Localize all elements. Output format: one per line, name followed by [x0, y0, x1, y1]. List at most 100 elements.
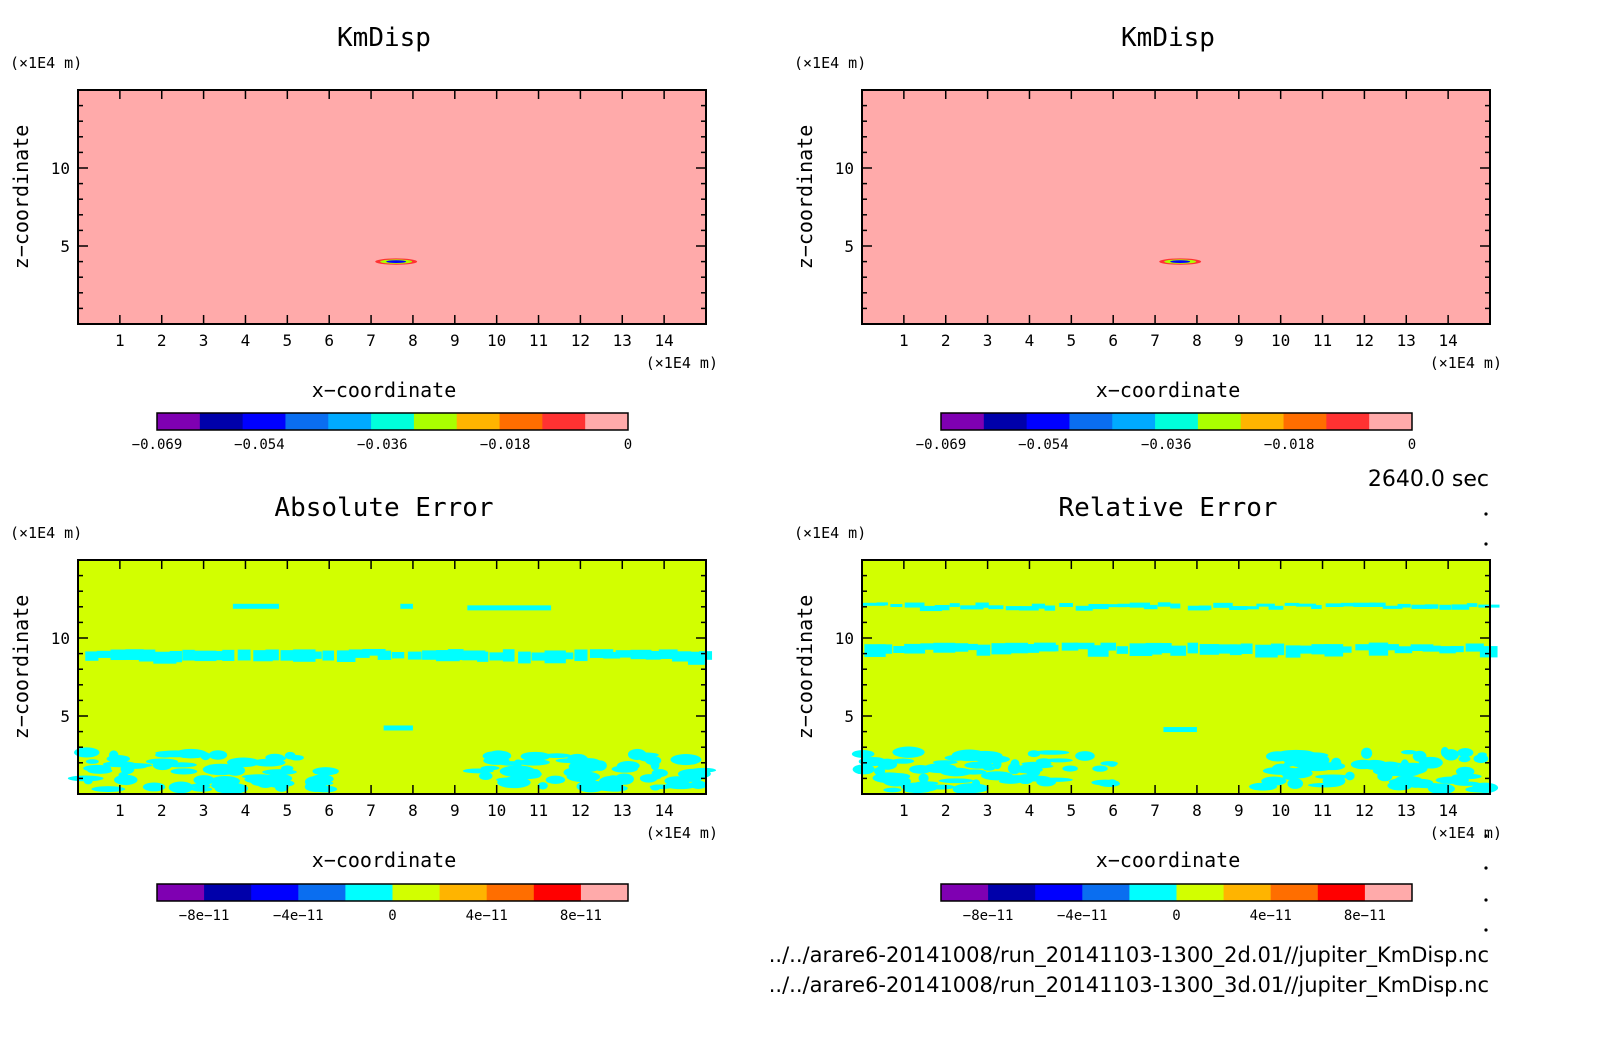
- error-streak: [933, 642, 956, 653]
- error-streak: [110, 649, 126, 661]
- y-unit-label: (×1E4 m): [794, 54, 866, 72]
- error-blob: [964, 761, 994, 769]
- colorbar-swatch: [298, 884, 346, 901]
- colorbar-tick-label: −8e−11: [179, 908, 230, 924]
- colorbar-swatch: [542, 413, 586, 430]
- error-streak: [1256, 603, 1275, 607]
- error-blob: [1315, 774, 1351, 780]
- colorbar: −8e−11 −4e−11 0 4e−11 8e−11: [940, 883, 1413, 924]
- x-tick-label: 14: [1439, 801, 1458, 820]
- error-streak: [615, 650, 636, 658]
- error-streak: [893, 646, 911, 653]
- error-streak: [1087, 645, 1109, 657]
- colorbar-tick-label: −8e−11: [963, 908, 1014, 924]
- x-tick-label: 13: [613, 331, 632, 350]
- x-tick-label: 1: [899, 331, 909, 350]
- error-blob: [226, 757, 260, 768]
- error-streak: [1298, 645, 1321, 654]
- colorbar-swatch: [242, 413, 286, 430]
- x-tick-label: 5: [1067, 331, 1077, 350]
- error-streak: [232, 603, 279, 609]
- error-blob: [537, 782, 548, 790]
- colorbar-tick-label: −0.069: [916, 437, 967, 453]
- x-tick-label: 8: [1192, 801, 1202, 820]
- y-unit-label: (×1E4 m): [10, 54, 82, 72]
- error-streak: [603, 651, 621, 659]
- error-streak: [194, 650, 217, 662]
- error-blob: [264, 776, 281, 783]
- error-blob: [651, 769, 668, 778]
- error-streak: [1117, 603, 1137, 608]
- error-blob: [691, 767, 717, 773]
- x-tick-label: 1: [115, 331, 125, 350]
- error-blob: [1389, 770, 1420, 777]
- error-streak: [407, 651, 422, 660]
- error-streak: [890, 604, 903, 608]
- y-tick-label: 5: [844, 707, 854, 726]
- error-streak: [467, 605, 552, 611]
- colorbar-swatch: [486, 884, 535, 901]
- x-tick-label: 6: [1108, 801, 1118, 820]
- colorbar: −8e−11 −4e−11 0 4e−11 8e−11: [156, 883, 629, 924]
- error-blob: [616, 761, 640, 771]
- x-tick-label: 9: [1234, 801, 1244, 820]
- error-blob: [883, 787, 902, 793]
- error-blob: [938, 778, 974, 784]
- error-streak: [383, 725, 413, 731]
- error-blob: [67, 775, 104, 782]
- colorbar-swatch: [1176, 884, 1225, 901]
- time-label: 2640.0 sec: [1368, 467, 1489, 492]
- plot-frame: [861, 89, 1491, 325]
- x-tick-label: 8: [408, 801, 418, 820]
- error-streak: [362, 648, 386, 656]
- error-blob: [673, 775, 699, 781]
- error-blob: [1401, 749, 1417, 755]
- error-streak: [1285, 645, 1301, 658]
- error-blob: [1471, 782, 1499, 793]
- x-tick-label: 12: [571, 801, 590, 820]
- error-blob: [517, 759, 550, 766]
- error-streak: [1325, 603, 1344, 608]
- y-tick-label: 5: [60, 707, 70, 726]
- colorbar-swatch: [580, 884, 629, 901]
- error-blob: [309, 780, 334, 786]
- colorbar-swatch: [285, 413, 329, 430]
- error-streak: [322, 650, 335, 661]
- error-streak: [1340, 646, 1352, 653]
- y-tick-label: 10: [835, 629, 854, 648]
- error-blob: [118, 771, 129, 778]
- error-streak: [182, 649, 195, 661]
- x-tick-label: 10: [487, 331, 506, 350]
- error-blob: [145, 758, 179, 765]
- error-streak: [400, 603, 413, 609]
- colorbar-frame: [156, 883, 629, 902]
- error-streak: [1187, 642, 1199, 654]
- panel-1: KmDisp(×1E4 m)(×1E4 m)1 2 3 4 5 6 7 8 9 10 11 12 13 1…: [9, 23, 718, 453]
- error-streak: [237, 649, 251, 661]
- y-axis-label: z−coordinate: [793, 595, 817, 740]
- error-blob: [478, 772, 493, 780]
- x-unit-label: (×1E4 m): [1430, 354, 1502, 372]
- x-tick-label: 10: [1271, 331, 1290, 350]
- colorbar-tick-label: 0: [1408, 437, 1416, 453]
- error-streak: [1198, 605, 1212, 610]
- error-streak: [436, 650, 460, 662]
- colorbar-swatch: [456, 413, 501, 430]
- error-streak: [1157, 602, 1171, 607]
- error-blob: [594, 783, 622, 792]
- error-blob: [1345, 771, 1355, 781]
- x-tick-label: 14: [1439, 331, 1458, 350]
- error-streak: [561, 652, 574, 660]
- error-streak: [1199, 644, 1220, 655]
- error-streak: [307, 651, 322, 659]
- error-streak: [138, 649, 156, 662]
- error-blob: [605, 775, 621, 786]
- error-streak: [1229, 644, 1242, 656]
- error-blob: [1007, 762, 1022, 775]
- colorbar-swatch: [499, 413, 543, 430]
- panel-3: Absolute Error(×1E4 m)(×1E4 m)1 2 3 4 5 6 7 8 9 1…: [9, 493, 718, 924]
- error-streak: [1143, 604, 1158, 610]
- error-blob: [545, 775, 566, 785]
- error-blob: [1100, 761, 1118, 766]
